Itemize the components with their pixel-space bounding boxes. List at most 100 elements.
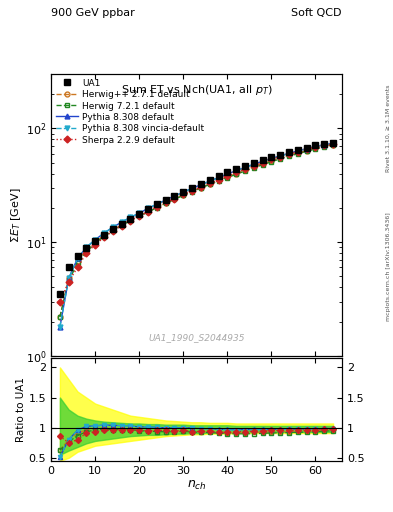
Pythia 8.308 default [260, 158, 265, 164]
Herwig++ 2.7.1 default [172, 196, 177, 202]
UA1 [57, 291, 62, 297]
Herwig++ 2.7.1 default [304, 147, 309, 154]
Sherpa 2.2.9 default [252, 163, 256, 169]
Pythia 8.308 default [269, 155, 274, 161]
Line: Pythia 8.308 vincia-default: Pythia 8.308 vincia-default [57, 141, 336, 329]
Sherpa 2.2.9 default [57, 298, 62, 305]
Text: Soft QCD: Soft QCD [292, 8, 342, 18]
Herwig++ 2.7.1 default [154, 204, 159, 210]
Sherpa 2.2.9 default [278, 154, 283, 160]
UA1 [163, 197, 168, 203]
Pythia 8.308 vincia-default [225, 172, 230, 178]
UA1 [313, 142, 318, 148]
Pythia 8.308 default [128, 215, 133, 221]
Herwig 7.2.1 default [322, 144, 327, 150]
UA1 [110, 226, 115, 232]
Herwig 7.2.1 default [146, 209, 151, 215]
Pythia 8.308 default [146, 205, 151, 211]
UA1 [304, 144, 309, 151]
Pythia 8.308 vincia-default [110, 224, 115, 230]
Pythia 8.308 default [252, 161, 256, 167]
Herwig++ 2.7.1 default [234, 170, 239, 177]
UA1 [172, 193, 177, 199]
Sherpa 2.2.9 default [93, 242, 97, 248]
Sherpa 2.2.9 default [110, 228, 115, 234]
Pythia 8.308 vincia-default [146, 205, 151, 211]
Herwig 7.2.1 default [119, 223, 124, 229]
Pythia 8.308 default [225, 171, 230, 177]
Pythia 8.308 vincia-default [119, 219, 124, 225]
Pythia 8.308 default [190, 185, 195, 191]
Pythia 8.308 vincia-default [278, 153, 283, 159]
Herwig 7.2.1 default [102, 233, 107, 240]
Pythia 8.308 default [234, 167, 239, 174]
Pythia 8.308 default [313, 143, 318, 150]
Y-axis label: $\Sigma E_T$ [GeV]: $\Sigma E_T$ [GeV] [9, 187, 23, 243]
UA1 [208, 177, 212, 183]
UA1 [225, 169, 230, 176]
Sherpa 2.2.9 default [128, 218, 133, 224]
Herwig++ 2.7.1 default [296, 150, 300, 156]
Pythia 8.308 vincia-default [216, 175, 221, 181]
Sherpa 2.2.9 default [322, 142, 327, 148]
UA1 [216, 173, 221, 179]
Herwig++ 2.7.1 default [242, 167, 247, 173]
UA1 [286, 149, 291, 155]
Herwig++ 2.7.1 default [163, 200, 168, 206]
Line: Pythia 8.308 default: Pythia 8.308 default [57, 141, 336, 329]
UA1 [146, 206, 151, 212]
Pythia 8.308 default [198, 182, 203, 188]
Sherpa 2.2.9 default [260, 160, 265, 166]
Pythia 8.308 default [322, 142, 327, 148]
Pythia 8.308 default [163, 197, 168, 203]
UA1 [331, 140, 336, 146]
Pythia 8.308 vincia-default [102, 230, 107, 236]
Herwig 7.2.1 default [137, 213, 141, 219]
Pythia 8.308 default [296, 148, 300, 154]
Sherpa 2.2.9 default [102, 234, 107, 241]
Herwig++ 2.7.1 default [313, 145, 318, 152]
Herwig 7.2.1 default [216, 178, 221, 184]
Herwig++ 2.7.1 default [208, 181, 212, 187]
Herwig 7.2.1 default [313, 146, 318, 152]
Herwig++ 2.7.1 default [110, 227, 115, 233]
Herwig++ 2.7.1 default [119, 222, 124, 228]
Text: Sum ET vs Nch(UA1, all $p_T$): Sum ET vs Nch(UA1, all $p_T$) [121, 82, 272, 97]
Sherpa 2.2.9 default [234, 169, 239, 176]
UA1 [234, 166, 239, 172]
Sherpa 2.2.9 default [163, 199, 168, 205]
Pythia 8.308 vincia-default [172, 193, 177, 199]
Herwig++ 2.7.1 default [146, 209, 151, 215]
UA1 [296, 146, 300, 153]
Herwig 7.2.1 default [190, 188, 195, 195]
UA1 [75, 253, 80, 260]
Herwig 7.2.1 default [128, 218, 133, 224]
Pythia 8.308 vincia-default [296, 148, 300, 154]
UA1 [102, 232, 107, 238]
Text: mcplots.cern.ch [arXiv:1306.3436]: mcplots.cern.ch [arXiv:1306.3436] [386, 212, 391, 321]
Line: Herwig 7.2.1 default: Herwig 7.2.1 default [57, 143, 336, 319]
Herwig++ 2.7.1 default [128, 217, 133, 223]
Herwig++ 2.7.1 default [252, 164, 256, 170]
Pythia 8.308 vincia-default [269, 156, 274, 162]
Pythia 8.308 default [66, 275, 71, 282]
UA1 [137, 210, 141, 217]
UA1 [93, 238, 97, 244]
Pythia 8.308 vincia-default [313, 143, 318, 150]
UA1 [252, 160, 256, 166]
Pythia 8.308 vincia-default [57, 324, 62, 330]
Line: Sherpa 2.2.9 default: Sherpa 2.2.9 default [57, 142, 336, 304]
Herwig++ 2.7.1 default [286, 152, 291, 158]
Herwig 7.2.1 default [84, 249, 89, 255]
Pythia 8.308 default [102, 230, 107, 236]
Herwig 7.2.1 default [110, 228, 115, 234]
Sherpa 2.2.9 default [225, 173, 230, 179]
Herwig 7.2.1 default [181, 193, 185, 199]
Herwig 7.2.1 default [198, 185, 203, 191]
UA1 [128, 216, 133, 222]
UA1 [190, 185, 195, 191]
Herwig 7.2.1 default [242, 168, 247, 174]
X-axis label: $n_{ch}$: $n_{ch}$ [187, 478, 206, 492]
UA1 [84, 245, 89, 251]
Pythia 8.308 default [119, 219, 124, 225]
